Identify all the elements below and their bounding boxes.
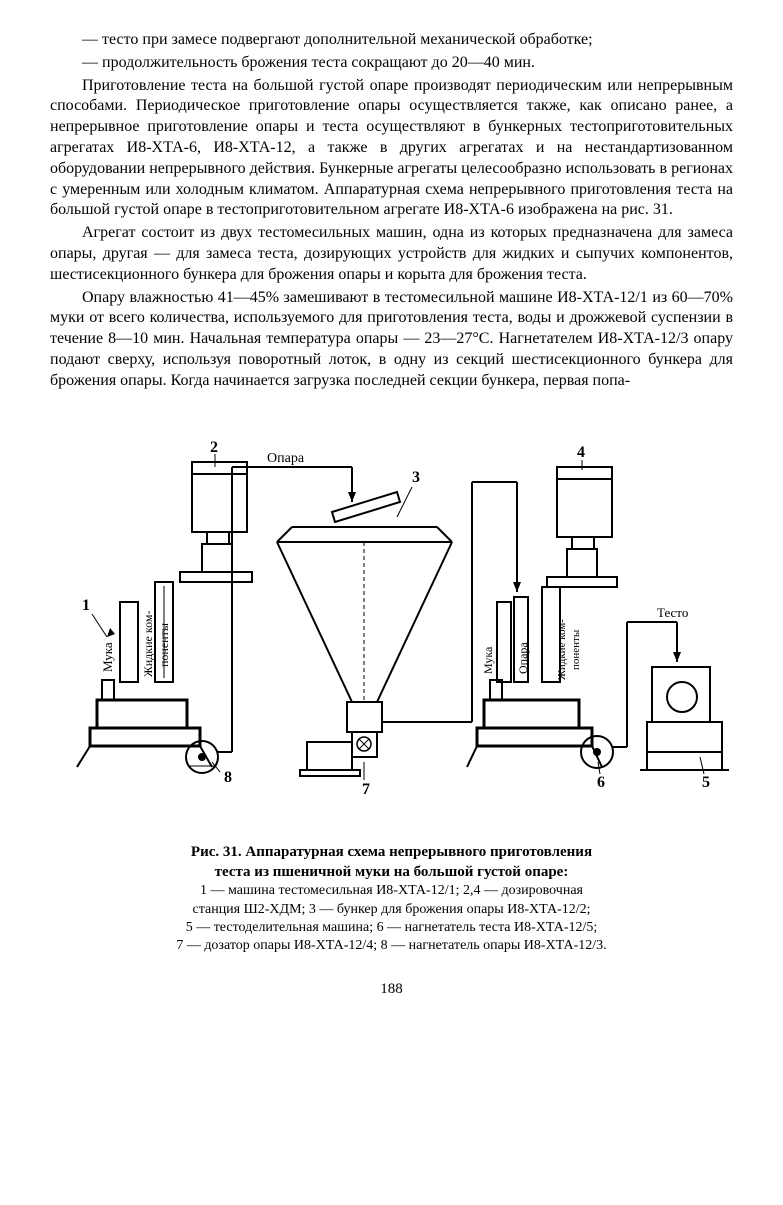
label-opara-right: Опара bbox=[516, 641, 530, 673]
caption-line2: станция Ш2-ХДМ; 3 — бункер для брожения … bbox=[192, 902, 590, 917]
label-muka-left: Мука bbox=[100, 642, 115, 672]
caption-line3: 5 — тестоделительная машина; 6 — нагнета… bbox=[186, 920, 598, 935]
label-ponenty-right-a: поненты bbox=[570, 629, 582, 670]
label-ponenty-left-a: поненты bbox=[157, 623, 171, 667]
figure-diagram: 2 Мука Жидкие ком- поненты 1 8 Опара 3 bbox=[52, 422, 732, 822]
label-zhidkie-right-a: Жидкие ком- bbox=[556, 618, 568, 679]
label-opara-top: Опара bbox=[267, 451, 305, 466]
caption-title-line2: теста из пшеничной муки на большой густо… bbox=[215, 864, 569, 880]
label-3: 3 bbox=[412, 469, 420, 486]
caption-title-line1: Рис. 31. Аппаратурная схема непрерывного… bbox=[191, 844, 592, 860]
label-testo: Тесто bbox=[657, 605, 688, 620]
label-8: 8 bbox=[224, 769, 232, 786]
figure-31: 2 Мука Жидкие ком- поненты 1 8 Опара 3 bbox=[50, 422, 733, 956]
caption-line4: 7 — дозатор опары И8-ХТА-12/4; 8 — нагне… bbox=[176, 938, 606, 953]
paragraph-3: Приготовление теста на большой густой оп… bbox=[50, 76, 733, 222]
caption-line1: 1 — машина тестомесильная И8-ХТА-12/1; 2… bbox=[200, 883, 583, 898]
paragraph-1: — тесто при замесе подвергают дополнител… bbox=[50, 30, 733, 51]
label-1: 1 bbox=[82, 597, 90, 614]
figure-caption-title: Рис. 31. Аппаратурная схема непрерывного… bbox=[50, 843, 733, 882]
label-zhidkie-left-a: Жидкие ком- bbox=[141, 610, 155, 676]
label-4: 4 bbox=[577, 444, 585, 461]
page-number: 188 bbox=[50, 980, 733, 1000]
label-muka-right: Мука bbox=[481, 646, 495, 674]
label-5: 5 bbox=[702, 774, 710, 791]
paragraph-5: Опару влажностью 41—45% замешивают в тес… bbox=[50, 288, 733, 392]
label-6: 6 bbox=[597, 774, 605, 791]
figure-caption-legend: 1 — машина тестомесильная И8-ХТА-12/1; 2… bbox=[50, 882, 733, 955]
label-2: 2 bbox=[210, 439, 218, 456]
paragraph-2: — продолжительность брожения теста сокра… bbox=[50, 53, 733, 74]
label-7: 7 bbox=[362, 781, 370, 798]
paragraph-4: Агрегат состоит из двух тестомесильных м… bbox=[50, 223, 733, 285]
